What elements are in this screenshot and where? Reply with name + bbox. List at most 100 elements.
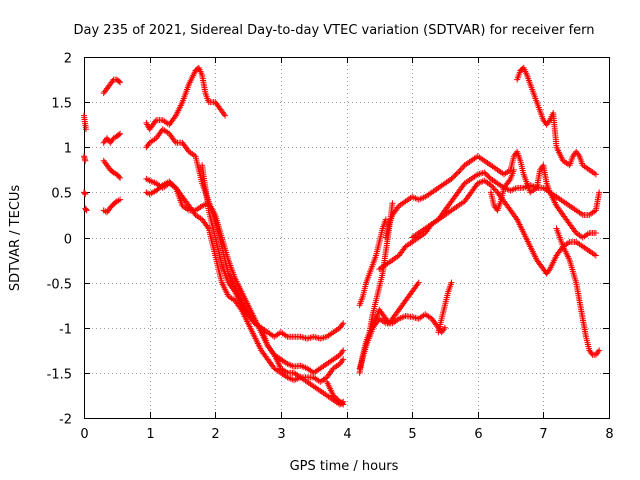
data-point (382, 216, 389, 223)
data-point (82, 191, 89, 198)
data-point (81, 190, 88, 197)
data-point (116, 131, 122, 138)
data-point (334, 396, 341, 403)
series-track-16 (356, 311, 448, 372)
series-track-25 (553, 225, 603, 358)
data-point (448, 175, 455, 182)
series-track-23 (487, 166, 517, 214)
data-point (415, 279, 422, 286)
data-point (485, 173, 492, 180)
data-point (455, 169, 462, 176)
y-tick-label: -1.5 (47, 368, 72, 383)
y-axis-ticks: 2 1.5 1 0.5 0 -0.5 -1 -1.5 -2 (47, 52, 609, 428)
data-point (331, 393, 338, 400)
data-point (441, 324, 448, 331)
series-track-22 (409, 177, 599, 277)
data-point (452, 172, 459, 179)
data-point (482, 170, 489, 177)
data-point (340, 356, 347, 363)
series-track-7 (100, 157, 124, 181)
data-point (451, 173, 458, 180)
y-tick-label: -0.5 (47, 278, 72, 293)
data-point (167, 179, 174, 186)
data-point (449, 174, 456, 181)
series-track-19 (435, 279, 455, 336)
x-tick-label: 4 (343, 427, 351, 442)
series-track-24 (514, 64, 599, 178)
data-point (333, 394, 339, 401)
data-point (489, 183, 496, 190)
series-track-14 (323, 378, 347, 408)
data-point (456, 168, 463, 175)
data-point (340, 320, 347, 327)
data-point (116, 78, 122, 85)
data-point (490, 185, 497, 192)
y-tick-label: -1 (59, 323, 72, 338)
data-point (592, 171, 599, 178)
x-tick-label: 2 (211, 427, 219, 442)
data-point (340, 401, 347, 408)
data-point (340, 347, 347, 354)
data-point (82, 206, 89, 213)
series-track-4 (82, 205, 90, 214)
x-tick-label: 3 (277, 427, 285, 442)
y-axis-label: SDTVAR / TECUs (8, 185, 23, 292)
series-track-13 (199, 162, 347, 385)
data-point (117, 196, 124, 203)
data-point (117, 174, 124, 181)
x-tick-label: 8 (605, 427, 613, 442)
y-tick-label: -2 (59, 413, 72, 428)
data-point (116, 173, 122, 180)
data-points (81, 64, 603, 408)
data-point (487, 182, 494, 189)
series-track-2 (81, 153, 89, 164)
data-point (166, 178, 173, 185)
data-point (168, 181, 175, 188)
x-tick-label: 6 (474, 427, 482, 442)
data-point (448, 279, 455, 286)
x-tick-label: 7 (539, 427, 547, 442)
series-track-5 (100, 76, 124, 97)
y-tick-label: 1 (64, 142, 72, 157)
data-point (592, 229, 599, 236)
data-point (82, 157, 89, 164)
chart-title: Day 235 of 2021, Sidereal Day-to-day VTE… (73, 23, 594, 38)
data-point (491, 186, 498, 193)
series-track-18 (366, 279, 422, 340)
data-point (339, 400, 346, 407)
data-point (459, 165, 465, 172)
data-point (457, 166, 464, 173)
data-point (460, 163, 467, 170)
data-point (83, 207, 90, 214)
data-point (222, 112, 229, 119)
data-point (330, 392, 337, 399)
data-point (117, 130, 124, 137)
x-axis-ticks: 0 1 2 3 4 5 6 7 8 (80, 57, 614, 442)
series-track-12 (143, 178, 347, 376)
data-point (596, 347, 603, 354)
y-tick-label: 0.5 (51, 187, 72, 202)
series-track-1 (81, 112, 89, 133)
y-tick-label: 0 (64, 233, 72, 248)
data-point (171, 183, 178, 190)
x-axis-label: GPS time / hours (290, 459, 399, 474)
data-point (481, 169, 488, 176)
data-point (592, 252, 599, 259)
series-track-6 (100, 130, 124, 146)
series-track-21 (382, 148, 599, 241)
x-tick-label: 0 (80, 427, 88, 442)
data-point (82, 126, 89, 133)
series-track-3 (81, 189, 89, 198)
series-track-9 (143, 64, 229, 133)
data-point (389, 200, 396, 207)
data-point (453, 170, 460, 177)
data-point (170, 182, 177, 189)
grid (84, 57, 609, 418)
series-track-8 (100, 196, 124, 216)
data-point (483, 172, 490, 179)
y-tick-label: 2 (64, 52, 72, 67)
series-track-11 (143, 175, 347, 408)
x-tick-label: 1 (146, 427, 154, 442)
data-point (596, 189, 603, 196)
